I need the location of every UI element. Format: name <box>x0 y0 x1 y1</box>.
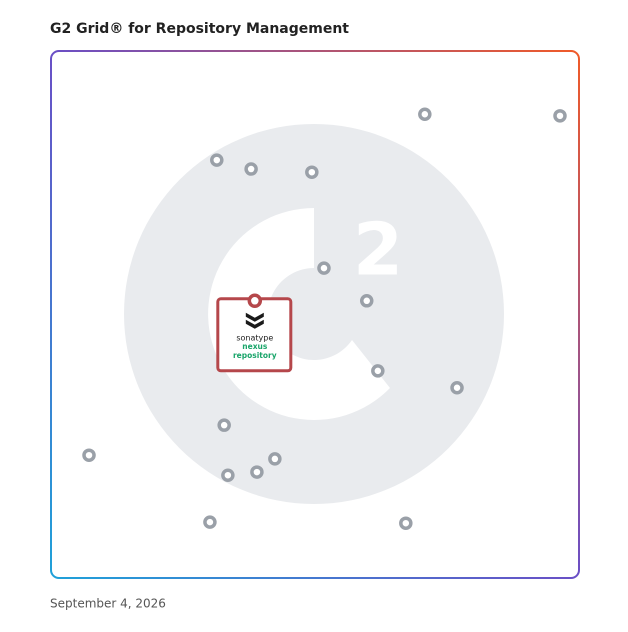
product-label: repository <box>233 351 277 360</box>
product-point <box>203 515 217 529</box>
product-point <box>305 165 319 179</box>
product-point <box>217 418 231 432</box>
product-point <box>317 261 331 275</box>
highlight-point <box>247 293 263 309</box>
product-point <box>553 109 567 123</box>
product-point <box>82 448 96 462</box>
svg-text:2: 2 <box>353 208 403 292</box>
product-point <box>399 516 413 530</box>
product-point <box>371 364 385 378</box>
g2-watermark: 2 <box>124 124 504 504</box>
product-point <box>268 452 282 466</box>
product-point <box>359 294 374 308</box>
chart-title: G2 Grid® for Repository Management <box>50 21 349 37</box>
product-point <box>418 107 432 121</box>
product-point <box>450 381 464 395</box>
product-point <box>244 162 258 176</box>
product-label: sonatype <box>236 333 273 342</box>
date: September 4, 2026 <box>50 597 166 611</box>
product-label: nexus <box>242 342 268 351</box>
product-point <box>210 153 224 167</box>
product-point <box>250 465 264 479</box>
product-logo <box>245 312 264 329</box>
product-point <box>221 468 235 482</box>
